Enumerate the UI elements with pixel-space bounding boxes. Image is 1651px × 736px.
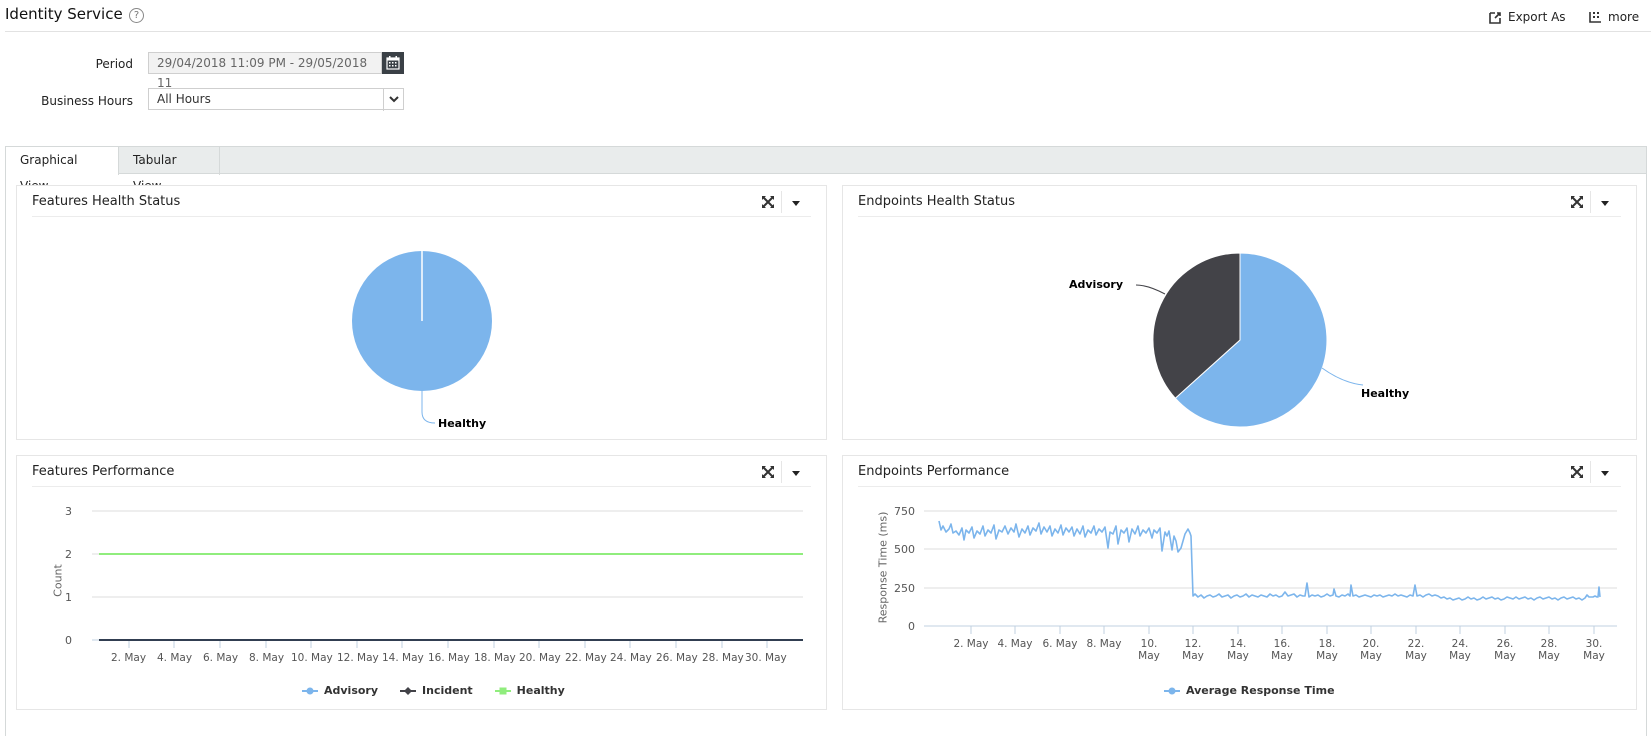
- chart-legend: Advisory Incident Healthy: [302, 684, 565, 697]
- y-tick-750: 750: [894, 505, 915, 518]
- expand-icon[interactable]: [761, 195, 775, 209]
- panel-title: Features Health Status: [32, 194, 181, 209]
- period-input[interactable]: 29/04/2018 11:09 PM - 29/05/2018 11: [148, 52, 382, 90]
- export-as-label: Export As: [1508, 10, 1566, 24]
- panel-menu-dropdown-icon[interactable]: [792, 471, 800, 476]
- legend-item-average-response-time[interactable]: Average Response Time: [1164, 684, 1335, 697]
- pie-slice-advisory[interactable]: [1152, 252, 1241, 399]
- more-button[interactable]: more: [1589, 10, 1639, 24]
- tab-tabular-view[interactable]: Tabular View: [119, 147, 220, 193]
- export-as-button[interactable]: Export As: [1489, 10, 1566, 24]
- business-hours-value: All Hours: [157, 92, 211, 106]
- endpoints-health-panel: Endpoints Health Status Advisory Healthy: [842, 185, 1637, 440]
- series-average-response-time[interactable]: [938, 520, 1601, 601]
- legend-item-incident[interactable]: Incident: [400, 684, 473, 697]
- panel-menu-dropdown-icon[interactable]: [1601, 201, 1609, 206]
- features-performance-panel: Features Performance 3 2 1 0 Count 2. Ma…: [16, 455, 827, 710]
- endpoints-performance-line-chart: [924, 510, 1617, 634]
- legend-marker-icon: [1164, 687, 1180, 694]
- expand-icon[interactable]: [1570, 465, 1584, 479]
- pie-label-healthy: Healthy: [1361, 387, 1410, 400]
- panel-separator: [1590, 461, 1591, 483]
- business-hours-select[interactable]: All Hours: [148, 88, 404, 111]
- panel-separator: [1590, 191, 1591, 213]
- y-tick-0: 0: [65, 634, 72, 647]
- business-hours-label: Business Hours: [41, 94, 133, 108]
- x-axis-ticks: 2. May 4. May 6. May 8. May 10. May 12. …: [111, 652, 787, 664]
- panel-divider: [32, 216, 811, 217]
- pie-slice-healthy[interactable]: [1174, 252, 1328, 428]
- chevron-down-icon: [383, 89, 403, 111]
- features-performance-line-chart: [92, 510, 803, 648]
- panel-menu-dropdown-icon[interactable]: [1601, 471, 1609, 476]
- legend-item-advisory[interactable]: Advisory: [302, 684, 378, 697]
- panel-divider: [858, 486, 1621, 487]
- page-title: Identity Service: [5, 5, 123, 23]
- endpoints-performance-panel: Endpoints Performance 750 500 250 0 Resp…: [842, 455, 1637, 710]
- tab-bar: [5, 146, 1647, 174]
- panel-title: Endpoints Performance: [858, 464, 1010, 479]
- legend-marker-icon: [302, 687, 318, 694]
- y-tick-1: 1: [65, 591, 72, 604]
- y-tick-0: 0: [908, 620, 915, 633]
- legend-marker-icon: [400, 686, 417, 695]
- panel-divider: [32, 486, 811, 487]
- panel-separator: [781, 461, 782, 483]
- calendar-icon: [386, 56, 400, 70]
- tab-graphical-view[interactable]: Graphical View: [6, 147, 119, 193]
- panel-divider: [858, 216, 1621, 217]
- endpoints-health-pie-chart: [1135, 252, 1364, 428]
- panel-menu-dropdown-icon[interactable]: [792, 201, 800, 206]
- features-health-panel: Features Health Status Healthy: [16, 185, 827, 440]
- chart-legend: Average Response Time: [1164, 684, 1335, 697]
- y-axis-label: Count: [51, 564, 65, 597]
- export-icon: [1489, 11, 1501, 24]
- panel-title: Features Performance: [32, 464, 175, 479]
- features-health-pie-chart: [352, 251, 492, 424]
- more-icon: [1589, 12, 1601, 23]
- header-divider: [5, 31, 1651, 32]
- x-axis-ticks: 2. May 4. May 6. May 8. May 10. May 12. Ma…: [953, 638, 1605, 662]
- calendar-button[interactable]: [382, 52, 404, 74]
- y-tick-250: 250: [894, 582, 915, 595]
- panel-separator: [781, 191, 782, 213]
- expand-icon[interactable]: [761, 465, 775, 479]
- y-axis-label: Response Time (ms): [876, 511, 890, 624]
- y-tick-2: 2: [65, 548, 72, 561]
- help-icon[interactable]: ?: [129, 8, 144, 23]
- period-label: Period: [95, 57, 133, 71]
- tab-content: [5, 174, 1647, 736]
- legend-item-healthy[interactable]: Healthy: [494, 684, 565, 697]
- pie-label-healthy: Healthy: [438, 417, 487, 430]
- y-tick-3: 3: [65, 505, 72, 518]
- pie-label-advisory: Advisory: [1069, 278, 1124, 291]
- more-label: more: [1608, 10, 1640, 24]
- legend-marker-icon: [494, 687, 511, 694]
- expand-icon[interactable]: [1570, 195, 1584, 209]
- y-tick-500: 500: [894, 543, 915, 556]
- panel-title: Endpoints Health Status: [858, 194, 1016, 209]
